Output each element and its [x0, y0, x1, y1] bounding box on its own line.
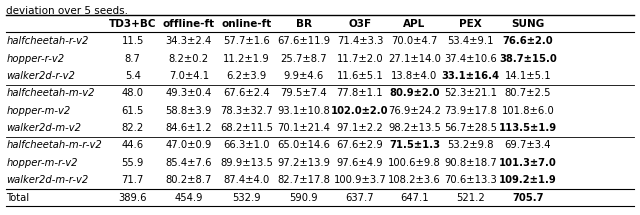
Text: 33.1±16.4: 33.1±16.4: [442, 71, 499, 81]
Text: 647.1: 647.1: [400, 193, 429, 203]
Text: TD3+BC: TD3+BC: [109, 19, 157, 29]
Text: 27.1±14.0: 27.1±14.0: [388, 54, 441, 63]
Text: 69.7±3.4: 69.7±3.4: [505, 140, 551, 150]
Text: 53.2±9.8: 53.2±9.8: [447, 140, 493, 150]
Text: 101.3±7.0: 101.3±7.0: [499, 158, 557, 168]
Text: 113.5±1.9: 113.5±1.9: [499, 123, 557, 133]
Text: 11.5: 11.5: [122, 36, 144, 46]
Text: BR: BR: [296, 19, 312, 29]
Text: 70.0±4.7: 70.0±4.7: [391, 36, 438, 46]
Text: 532.9: 532.9: [232, 193, 260, 203]
Text: 82.7±17.8: 82.7±17.8: [278, 175, 330, 185]
Text: 38.7±15.0: 38.7±15.0: [499, 54, 557, 63]
Text: halfcheetah-m-r-v2: halfcheetah-m-r-v2: [6, 140, 102, 150]
Text: 5.4: 5.4: [125, 71, 141, 81]
Text: 89.9±13.5: 89.9±13.5: [220, 158, 273, 168]
Text: 100.9±3.7: 100.9±3.7: [333, 175, 387, 185]
Text: 56.7±28.5: 56.7±28.5: [444, 123, 497, 133]
Text: 98.2±13.5: 98.2±13.5: [388, 123, 441, 133]
Text: offline-ft: offline-ft: [163, 19, 215, 29]
Text: 48.0: 48.0: [122, 88, 144, 98]
Text: 34.3±2.4: 34.3±2.4: [166, 36, 212, 46]
Text: 7.0±4.1: 7.0±4.1: [169, 71, 209, 81]
Text: 73.9±17.8: 73.9±17.8: [444, 106, 497, 116]
Text: 90.8±18.7: 90.8±18.7: [444, 158, 497, 168]
Text: 8.2±0.2: 8.2±0.2: [169, 54, 209, 63]
Text: 71.5±1.3: 71.5±1.3: [389, 140, 440, 150]
Text: 80.9±2.0: 80.9±2.0: [389, 88, 440, 98]
Text: 82.2: 82.2: [122, 123, 144, 133]
Text: 11.2±1.9: 11.2±1.9: [223, 54, 270, 63]
Text: 61.5: 61.5: [122, 106, 144, 116]
Text: hopper-m-v2: hopper-m-v2: [6, 106, 70, 116]
Text: 85.4±7.6: 85.4±7.6: [166, 158, 212, 168]
Text: 14.1±5.1: 14.1±5.1: [505, 71, 551, 81]
Text: 67.6±11.9: 67.6±11.9: [277, 36, 331, 46]
Text: 57.7±1.6: 57.7±1.6: [223, 36, 270, 46]
Text: 80.7±2.5: 80.7±2.5: [505, 88, 551, 98]
Text: 108.2±3.6: 108.2±3.6: [388, 175, 441, 185]
Text: 25.7±8.7: 25.7±8.7: [281, 54, 327, 63]
Text: 49.3±0.4: 49.3±0.4: [166, 88, 212, 98]
Text: 100.6±9.8: 100.6±9.8: [388, 158, 441, 168]
Text: Total: Total: [6, 193, 29, 203]
Text: 68.2±11.5: 68.2±11.5: [220, 123, 273, 133]
Text: 58.8±3.9: 58.8±3.9: [166, 106, 212, 116]
Text: 71.4±3.3: 71.4±3.3: [337, 36, 383, 46]
Text: online-ft: online-ft: [221, 19, 271, 29]
Text: 53.4±9.1: 53.4±9.1: [447, 36, 493, 46]
Text: hopper-r-v2: hopper-r-v2: [6, 54, 65, 63]
Text: 97.2±13.9: 97.2±13.9: [278, 158, 330, 168]
Text: 637.7: 637.7: [346, 193, 374, 203]
Text: walker2d-m-r-v2: walker2d-m-r-v2: [6, 175, 89, 185]
Text: 11.7±2.0: 11.7±2.0: [337, 54, 383, 63]
Text: 67.6±2.9: 67.6±2.9: [337, 140, 383, 150]
Text: hopper-m-r-v2: hopper-m-r-v2: [6, 158, 78, 168]
Text: SUNG: SUNG: [511, 19, 545, 29]
Text: 101.8±6.0: 101.8±6.0: [502, 106, 554, 116]
Text: 705.7: 705.7: [512, 193, 544, 203]
Text: 97.6±4.9: 97.6±4.9: [337, 158, 383, 168]
Text: 93.1±10.8: 93.1±10.8: [278, 106, 330, 116]
Text: 78.3±32.7: 78.3±32.7: [220, 106, 273, 116]
Text: 77.8±1.1: 77.8±1.1: [337, 88, 383, 98]
Text: 590.9: 590.9: [290, 193, 318, 203]
Text: PEX: PEX: [459, 19, 482, 29]
Text: 97.1±2.2: 97.1±2.2: [337, 123, 383, 133]
Text: deviation over 5 seeds.: deviation over 5 seeds.: [6, 6, 129, 17]
Text: 79.5±7.4: 79.5±7.4: [281, 88, 327, 98]
Text: 70.1±21.4: 70.1±21.4: [278, 123, 330, 133]
Text: walker2d-m-v2: walker2d-m-v2: [6, 123, 81, 133]
Text: 55.9: 55.9: [122, 158, 144, 168]
Text: 70.6±13.3: 70.6±13.3: [444, 175, 497, 185]
Text: 37.4±10.6: 37.4±10.6: [444, 54, 497, 63]
Text: 521.2: 521.2: [456, 193, 484, 203]
Text: walker2d-r-v2: walker2d-r-v2: [6, 71, 76, 81]
Text: 11.6±5.1: 11.6±5.1: [337, 71, 383, 81]
Text: halfcheetah-r-v2: halfcheetah-r-v2: [6, 36, 89, 46]
Text: 13.8±4.0: 13.8±4.0: [391, 71, 438, 81]
Text: 389.6: 389.6: [118, 193, 147, 203]
Text: 102.0±2.0: 102.0±2.0: [332, 106, 388, 116]
Text: 52.3±21.1: 52.3±21.1: [444, 88, 497, 98]
Text: 84.6±1.2: 84.6±1.2: [166, 123, 212, 133]
Text: 9.9±4.6: 9.9±4.6: [284, 71, 324, 81]
Text: 454.9: 454.9: [175, 193, 203, 203]
Text: 76.9±24.2: 76.9±24.2: [388, 106, 441, 116]
Text: 6.2±3.9: 6.2±3.9: [227, 71, 266, 81]
Text: 71.7: 71.7: [122, 175, 144, 185]
Text: 65.0±14.6: 65.0±14.6: [278, 140, 330, 150]
Text: 80.2±8.7: 80.2±8.7: [166, 175, 212, 185]
Text: O3F: O3F: [348, 19, 372, 29]
Text: 76.6±2.0: 76.6±2.0: [502, 36, 554, 46]
Text: 67.6±2.4: 67.6±2.4: [223, 88, 269, 98]
Text: 8.7: 8.7: [125, 54, 141, 63]
Text: 87.4±4.0: 87.4±4.0: [223, 175, 269, 185]
Text: 44.6: 44.6: [122, 140, 144, 150]
Text: halfcheetah-m-v2: halfcheetah-m-v2: [6, 88, 95, 98]
Text: 66.3±1.0: 66.3±1.0: [223, 140, 269, 150]
Text: 109.2±1.9: 109.2±1.9: [499, 175, 557, 185]
Text: APL: APL: [403, 19, 426, 29]
Text: 47.0±0.9: 47.0±0.9: [166, 140, 212, 150]
